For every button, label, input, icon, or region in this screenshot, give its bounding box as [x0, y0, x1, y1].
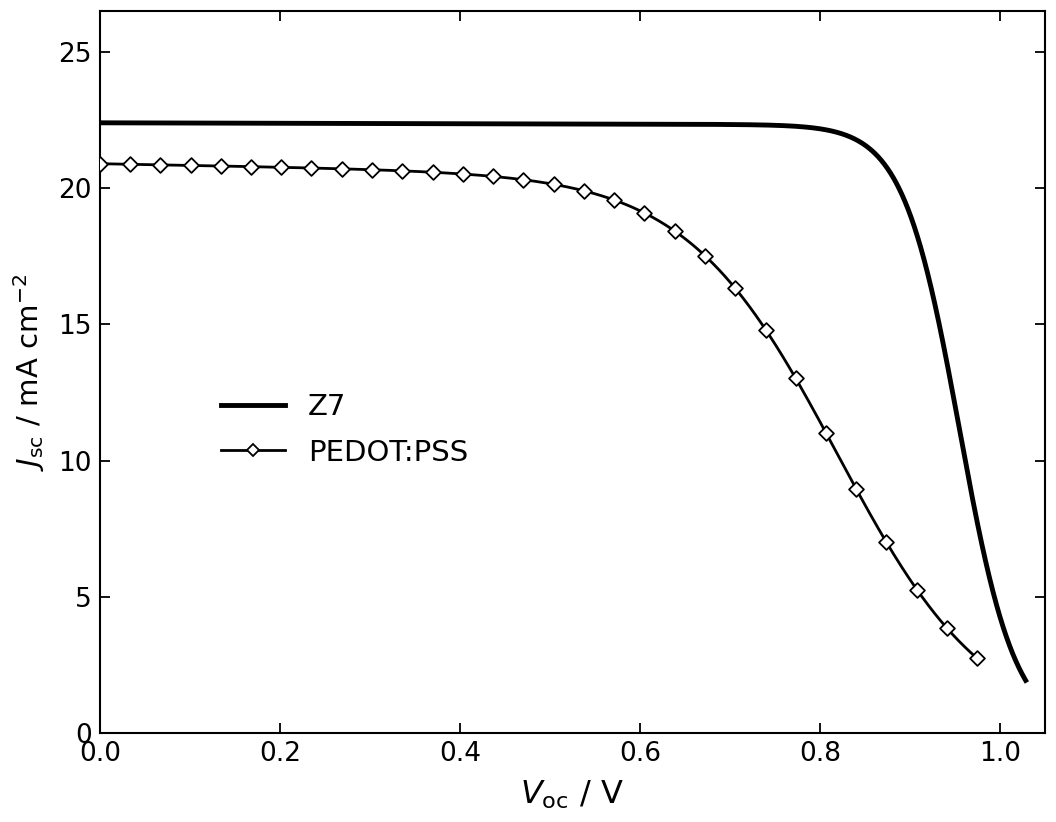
Point	[848, 483, 865, 496]
Point	[363, 163, 380, 176]
PEDOT:PSS	[193, 160, 206, 170]
PEDOT:PSS	[860, 501, 872, 511]
PEDOT:PSS	[430, 168, 442, 178]
Point	[243, 160, 260, 173]
Point	[303, 161, 320, 174]
X-axis label: $\mathit{V}_{\mathrm{oc}}\ /\ \mathrm{V}$: $\mathit{V}_{\mathrm{oc}}\ /\ \mathrm{V}…	[521, 778, 624, 810]
Point	[697, 249, 714, 262]
Point	[939, 621, 956, 635]
Point	[878, 536, 894, 549]
Point	[515, 173, 532, 187]
Point	[212, 159, 229, 173]
Point	[969, 652, 986, 665]
Z7	[94, 118, 107, 127]
PEDOT:PSS	[468, 170, 480, 180]
Z7	[254, 118, 267, 128]
PEDOT:PSS	[246, 162, 259, 172]
Point	[425, 166, 441, 179]
Line: PEDOT:PSS: PEDOT:PSS	[100, 164, 978, 658]
Point	[636, 206, 653, 219]
Z7	[449, 118, 461, 128]
Point	[817, 426, 834, 439]
Point	[727, 282, 743, 295]
Point	[183, 159, 200, 172]
Point	[334, 162, 351, 175]
Point	[272, 161, 289, 174]
Z7	[1020, 677, 1033, 687]
Point	[788, 372, 805, 385]
PEDOT:PSS	[94, 159, 107, 169]
Y-axis label: $\mathit{J}_{\mathrm{sc}}\ /\ \mathrm{mA\ cm^{-2}}$: $\mathit{J}_{\mathrm{sc}}\ /\ \mathrm{mA…	[12, 274, 48, 471]
Point	[394, 164, 411, 178]
Line: Z7: Z7	[100, 122, 1026, 682]
Z7	[489, 119, 502, 129]
Point	[454, 168, 471, 181]
Z7	[903, 206, 916, 216]
PEDOT:PSS	[972, 653, 984, 663]
Point	[92, 157, 109, 170]
Point	[485, 170, 502, 183]
Point	[666, 224, 683, 238]
Point	[908, 583, 925, 596]
PEDOT:PSS	[954, 637, 966, 647]
Point	[606, 193, 623, 206]
Point	[757, 323, 774, 336]
Z7	[1002, 638, 1015, 648]
Point	[121, 158, 138, 171]
Point	[152, 159, 169, 172]
Legend: Z7, PEDOT:PSS: Z7, PEDOT:PSS	[209, 381, 480, 478]
Z7	[200, 118, 212, 128]
Point	[576, 184, 592, 197]
Point	[545, 178, 562, 191]
